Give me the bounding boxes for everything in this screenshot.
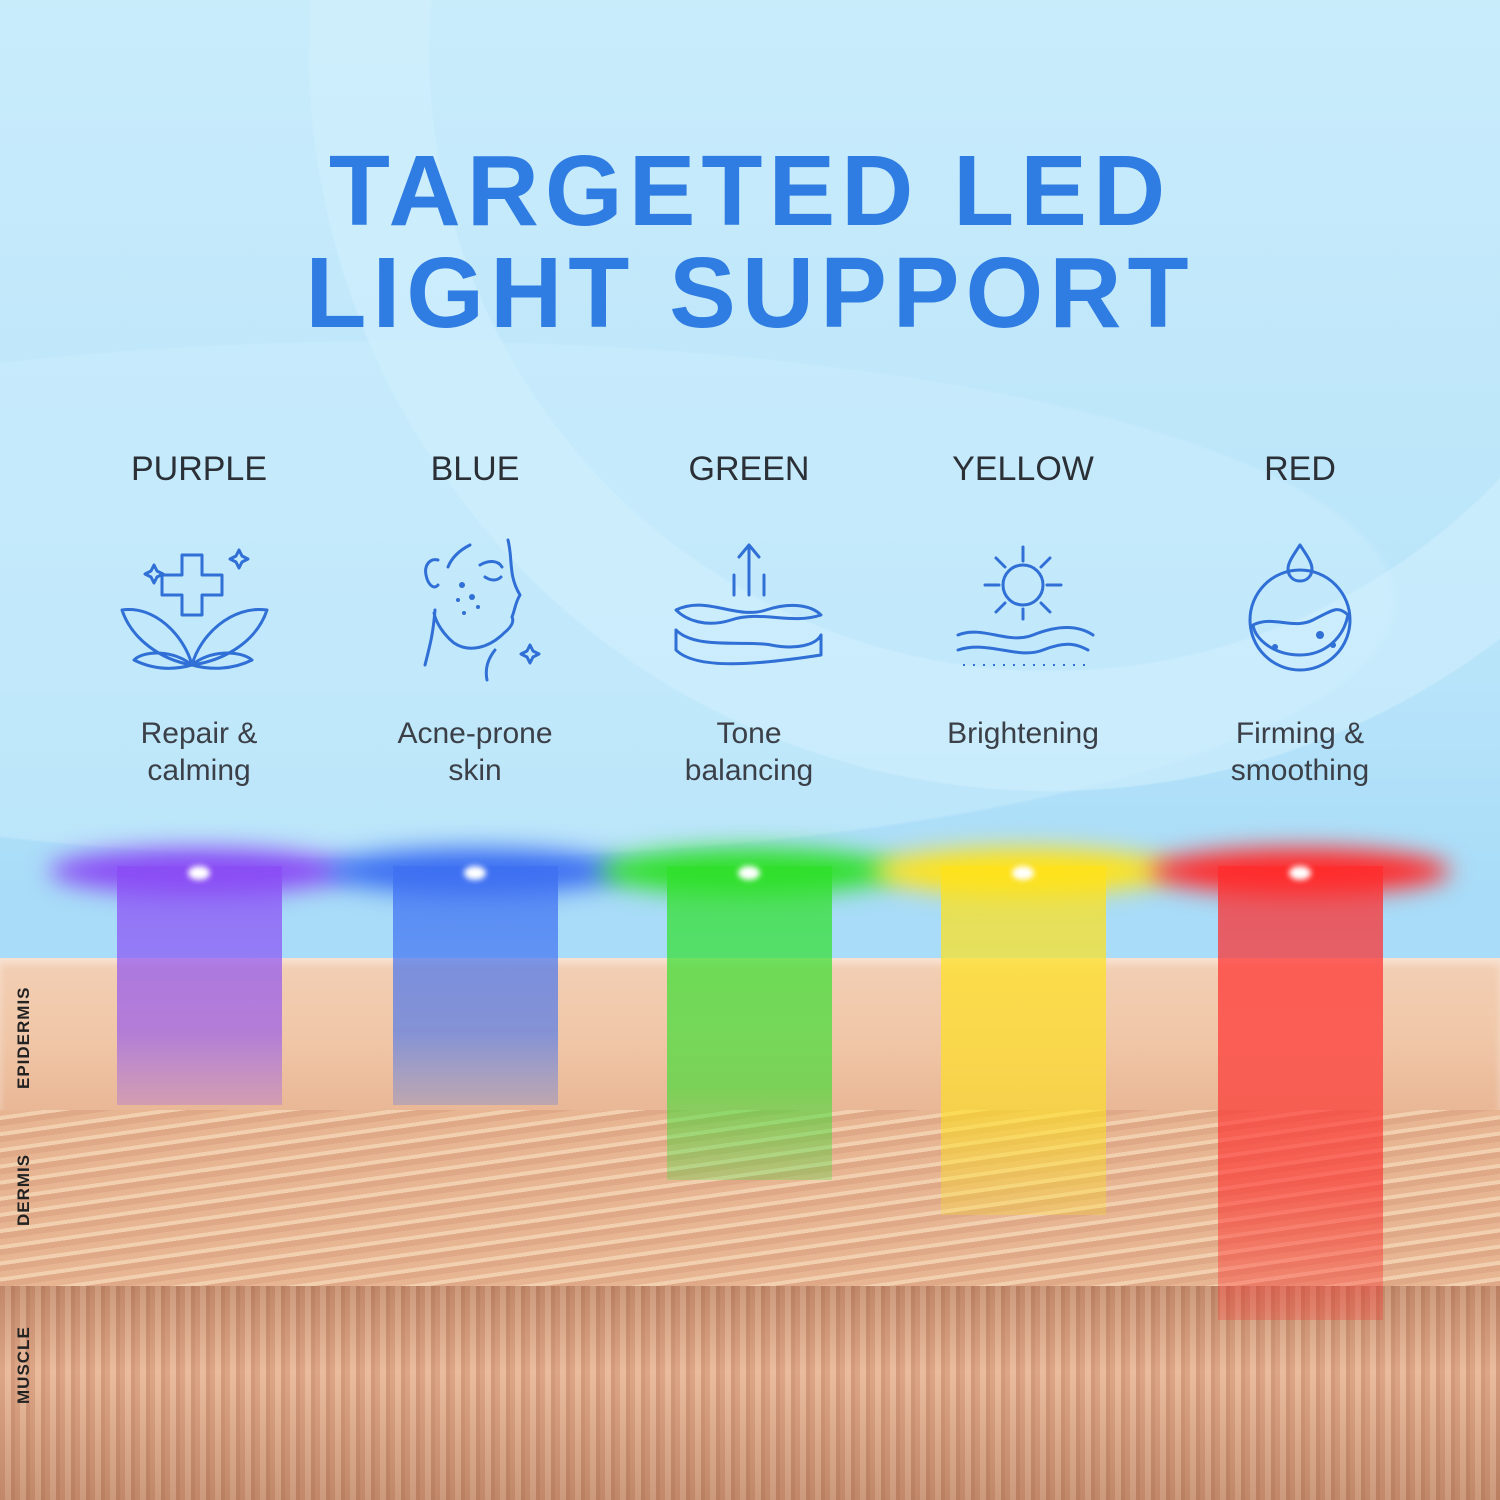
dermis-label: DERMIS	[14, 1153, 33, 1227]
face-acne-icon	[390, 535, 560, 685]
led-spot	[1012, 866, 1034, 880]
light-description: Tone balancing	[684, 717, 814, 787]
light-beam-green	[667, 866, 832, 1180]
light-description: Brightening	[947, 717, 1099, 750]
light-name: YELLOW	[952, 450, 1094, 488]
sun-skin-icon	[938, 535, 1108, 685]
light-beam-blue	[393, 866, 558, 1105]
light-beam-red	[1218, 866, 1383, 1320]
light-description: Acne-prone skin	[397, 717, 553, 787]
muscle-layer	[0, 1286, 1500, 1500]
leaf-cross-icon	[114, 535, 284, 685]
skin-layers-arrow-icon	[664, 535, 834, 685]
light-name: PURPLE	[130, 450, 268, 488]
epidermis-label: EPIDERMIS	[14, 986, 33, 1089]
light-name: GREEN	[688, 450, 810, 488]
muscle-label: MUSCLE	[14, 1326, 33, 1404]
light-beam-purple	[117, 866, 282, 1105]
page-title: TARGETED LED LIGHT SUPPORT	[305, 135, 1195, 349]
led-spot	[738, 866, 760, 880]
light-name: RED	[1264, 450, 1336, 488]
led-spot	[464, 866, 486, 880]
led-spot	[188, 866, 210, 880]
water-drop-icon	[1215, 535, 1385, 685]
light-beam-yellow	[941, 866, 1106, 1215]
light-name: BLUE	[430, 450, 520, 488]
light-description: Repair & calming	[140, 717, 258, 787]
light-description: Firming & smoothing	[1230, 717, 1370, 787]
led-spot	[1289, 866, 1311, 880]
